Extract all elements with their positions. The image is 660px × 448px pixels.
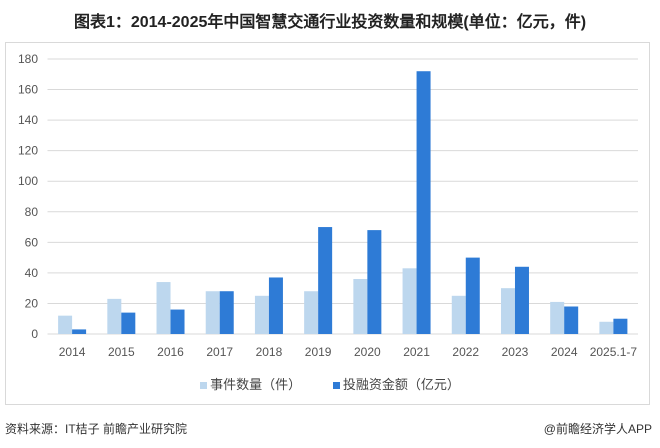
x-tick-label: 2025.1-7 bbox=[590, 345, 638, 359]
bar-amount bbox=[121, 312, 136, 334]
y-tick-label: 120 bbox=[18, 144, 38, 158]
bar-events bbox=[58, 315, 73, 334]
x-tick-label: 2020 bbox=[354, 345, 381, 359]
bar-events bbox=[500, 288, 515, 334]
legend-item-series2: 投融资金额（亿元） bbox=[332, 374, 460, 393]
bar-events bbox=[156, 282, 171, 334]
bar-amount bbox=[318, 227, 333, 334]
legend-item-series1: 事件数量（件） bbox=[200, 374, 301, 393]
bar-events bbox=[205, 291, 220, 334]
bar-events bbox=[254, 295, 269, 334]
legend-swatch bbox=[200, 382, 208, 390]
bar-amount bbox=[219, 291, 234, 334]
x-tick-label: 2024 bbox=[551, 345, 578, 359]
x-tick-label: 2016 bbox=[157, 345, 184, 359]
bar-events bbox=[402, 268, 417, 334]
bar-amount bbox=[564, 306, 579, 334]
x-tick-label: 2021 bbox=[403, 345, 430, 359]
bar-amount bbox=[514, 266, 529, 334]
brand-credit: @前瞻经济学人APP bbox=[543, 422, 652, 436]
y-tick-label: 180 bbox=[18, 52, 38, 66]
chart-title: 图表1：2014-2025年中国智慧交通行业投资数量和规模(单位：亿元，件) bbox=[73, 14, 587, 31]
x-tick-label: 2022 bbox=[452, 345, 479, 359]
y-tick-label: 140 bbox=[18, 113, 38, 127]
bar-events bbox=[304, 291, 319, 334]
x-tick-label: 2015 bbox=[108, 345, 135, 359]
bar-amount bbox=[72, 329, 87, 334]
x-tick-label: 2023 bbox=[502, 345, 529, 359]
bar-amount bbox=[465, 257, 480, 334]
x-tick-label: 2018 bbox=[256, 345, 283, 359]
bar-events bbox=[451, 295, 466, 334]
y-tick-label: 60 bbox=[25, 235, 39, 249]
y-tick-label: 0 bbox=[31, 327, 38, 341]
y-tick-label: 80 bbox=[25, 205, 39, 219]
bar-amount bbox=[268, 277, 283, 334]
y-tick-label: 40 bbox=[25, 266, 39, 280]
bar-amount bbox=[170, 309, 185, 334]
y-tick-label: 160 bbox=[18, 83, 38, 97]
legend-label: 事件数量（件） bbox=[210, 377, 302, 392]
bar-amount bbox=[613, 318, 628, 334]
x-tick-label: 2017 bbox=[206, 345, 233, 359]
legend-label: 投融资金额（亿元） bbox=[342, 377, 460, 392]
y-tick-label: 100 bbox=[18, 174, 38, 188]
chart-frame bbox=[5, 42, 650, 405]
legend-swatch bbox=[332, 382, 340, 390]
bar-events bbox=[353, 279, 368, 334]
x-tick-label: 2019 bbox=[305, 345, 332, 359]
y-tick-label: 20 bbox=[25, 296, 39, 310]
bar-events bbox=[107, 298, 122, 334]
bar-events bbox=[550, 301, 565, 334]
bar-amount bbox=[367, 230, 382, 334]
source-note: 资料来源：IT桔子 前瞻产业研究院 bbox=[5, 422, 187, 436]
x-tick-label: 2014 bbox=[59, 345, 86, 359]
bar-amount bbox=[416, 71, 431, 334]
legend: 事件数量（件） 投融资金额（亿元） bbox=[0, 374, 660, 393]
bar-events bbox=[599, 321, 614, 334]
